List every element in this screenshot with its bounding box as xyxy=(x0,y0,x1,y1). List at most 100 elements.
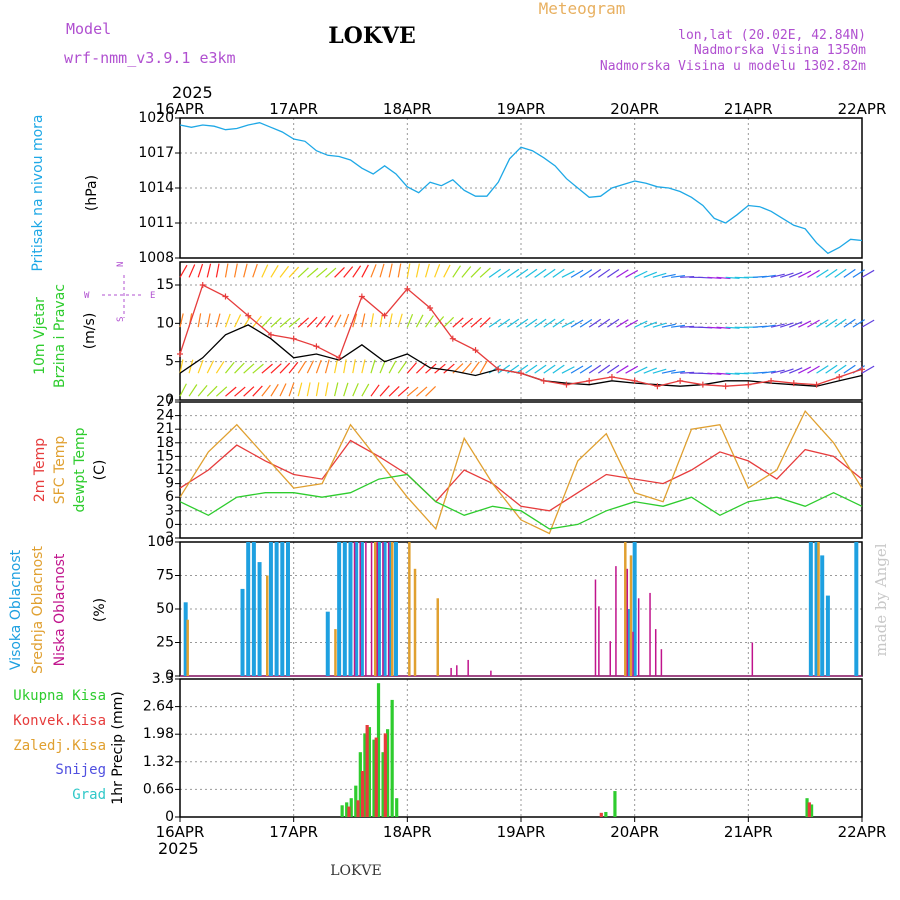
wind-barb xyxy=(543,318,556,328)
wind-barb xyxy=(616,365,629,374)
wind-barb xyxy=(252,263,258,278)
wind-barb xyxy=(497,364,511,374)
top-x-tick-label: 16APR xyxy=(156,100,205,118)
wind-barb xyxy=(334,314,342,328)
y-tick-label: 0 xyxy=(165,809,174,825)
wind-barb xyxy=(816,319,829,328)
compass-n: N xyxy=(116,262,126,267)
wind-barb xyxy=(680,325,695,328)
precip-bar-1 xyxy=(347,806,351,817)
cloud-bar-0 xyxy=(359,542,364,676)
wind-barb xyxy=(252,385,263,397)
wind-barb xyxy=(834,364,847,374)
wind-barb xyxy=(861,319,875,328)
wind-barb xyxy=(206,385,218,397)
wind-gust-marker xyxy=(336,354,343,361)
cloud-bar-0 xyxy=(808,542,813,676)
wind-barb xyxy=(406,362,417,374)
wind-barb xyxy=(779,272,794,278)
cloud-bar-0 xyxy=(251,542,256,676)
temp-line-1 xyxy=(179,409,863,535)
wind-barb xyxy=(761,274,776,278)
wind-barb xyxy=(825,364,838,374)
wind-barb xyxy=(397,386,410,397)
wind-barb xyxy=(288,317,301,328)
cloud-bar-0 xyxy=(814,542,819,676)
cloud-bar-0 xyxy=(325,611,330,676)
cloud-bar-0 xyxy=(825,595,830,676)
wind-barb xyxy=(707,372,722,375)
wind-barb xyxy=(179,264,188,278)
wind-barb xyxy=(324,315,334,328)
wind-barb xyxy=(425,315,434,328)
wind-barb xyxy=(206,360,215,374)
y-tick-label: 0 xyxy=(165,392,174,408)
cloud-bar-1 xyxy=(629,555,633,676)
wind-gust-marker xyxy=(608,374,615,380)
wind-barb xyxy=(306,267,319,278)
y-tick-label: 27 xyxy=(156,394,174,410)
cloud-bar-0 xyxy=(240,588,245,676)
wind-barb xyxy=(361,264,369,278)
wind-barb xyxy=(388,263,393,278)
wind-barb xyxy=(843,268,856,278)
y-tick-label: 1.98 xyxy=(143,726,174,742)
wind-barb xyxy=(652,368,667,374)
wind-gust-marker xyxy=(358,293,365,300)
wind-barb xyxy=(424,263,430,278)
wind-barb xyxy=(561,320,575,328)
wind-gust-marker xyxy=(768,377,775,384)
wind-barb xyxy=(843,318,856,328)
wind-barb xyxy=(452,317,464,328)
precip-bar-0 xyxy=(363,733,367,817)
cloud-bar-0 xyxy=(183,602,188,676)
wind-barb xyxy=(197,359,204,374)
watermark: made by Angel xyxy=(872,543,890,656)
y-tick-label: 1008 xyxy=(138,250,174,266)
wind-barb xyxy=(770,369,785,374)
wind-gust-marker xyxy=(563,381,570,388)
wind-gust-marker xyxy=(495,366,502,373)
cloud-bar-0 xyxy=(388,542,393,676)
wind-barb xyxy=(625,319,639,328)
y-tick-label: 5 xyxy=(165,354,174,370)
wind-barb xyxy=(361,383,370,397)
wind-barb xyxy=(789,271,803,278)
wind-barb xyxy=(443,264,451,278)
wind-barb xyxy=(789,367,803,374)
cloud-bar-1 xyxy=(186,619,189,676)
wind-barb xyxy=(761,324,776,328)
wind-barb xyxy=(834,268,847,278)
cloud-bar-0 xyxy=(382,542,387,676)
wind-title-2: Brzina i Pravac xyxy=(52,284,68,388)
panel-frame-0 xyxy=(179,117,863,259)
wind-barb xyxy=(825,318,838,328)
top-x-tick-label: 20APR xyxy=(610,100,659,118)
wind-barb xyxy=(552,364,565,374)
wind-barb xyxy=(361,359,366,374)
cloud-bar-1 xyxy=(334,629,337,676)
wind-barb xyxy=(397,361,407,374)
y-tick-label: 100 xyxy=(147,534,174,550)
wind-barb xyxy=(716,326,731,329)
wind-barb xyxy=(352,359,356,374)
wind-barb xyxy=(406,386,419,397)
wind-gust-marker xyxy=(677,377,684,384)
wind-barb xyxy=(352,265,362,278)
cloud-bar-1 xyxy=(408,542,411,676)
compass-s: S xyxy=(116,317,126,322)
wind-barb xyxy=(197,263,204,278)
wind-barb xyxy=(725,326,740,329)
wind-barb xyxy=(861,365,875,374)
cloud-bar-0 xyxy=(376,542,381,676)
wind-gust-marker xyxy=(427,305,434,311)
cloud-bar-0 xyxy=(257,562,262,676)
wind-title-1: 10m Vjetar xyxy=(32,297,48,375)
wind-barb xyxy=(461,266,472,278)
precip-legend-total: Ukupna Kisa xyxy=(13,688,106,704)
wind-barb xyxy=(834,318,847,328)
wind-barb xyxy=(770,273,785,278)
wind-barb xyxy=(343,313,350,328)
wind-gust-marker xyxy=(518,370,524,377)
temp-unit: (C) xyxy=(92,460,108,481)
